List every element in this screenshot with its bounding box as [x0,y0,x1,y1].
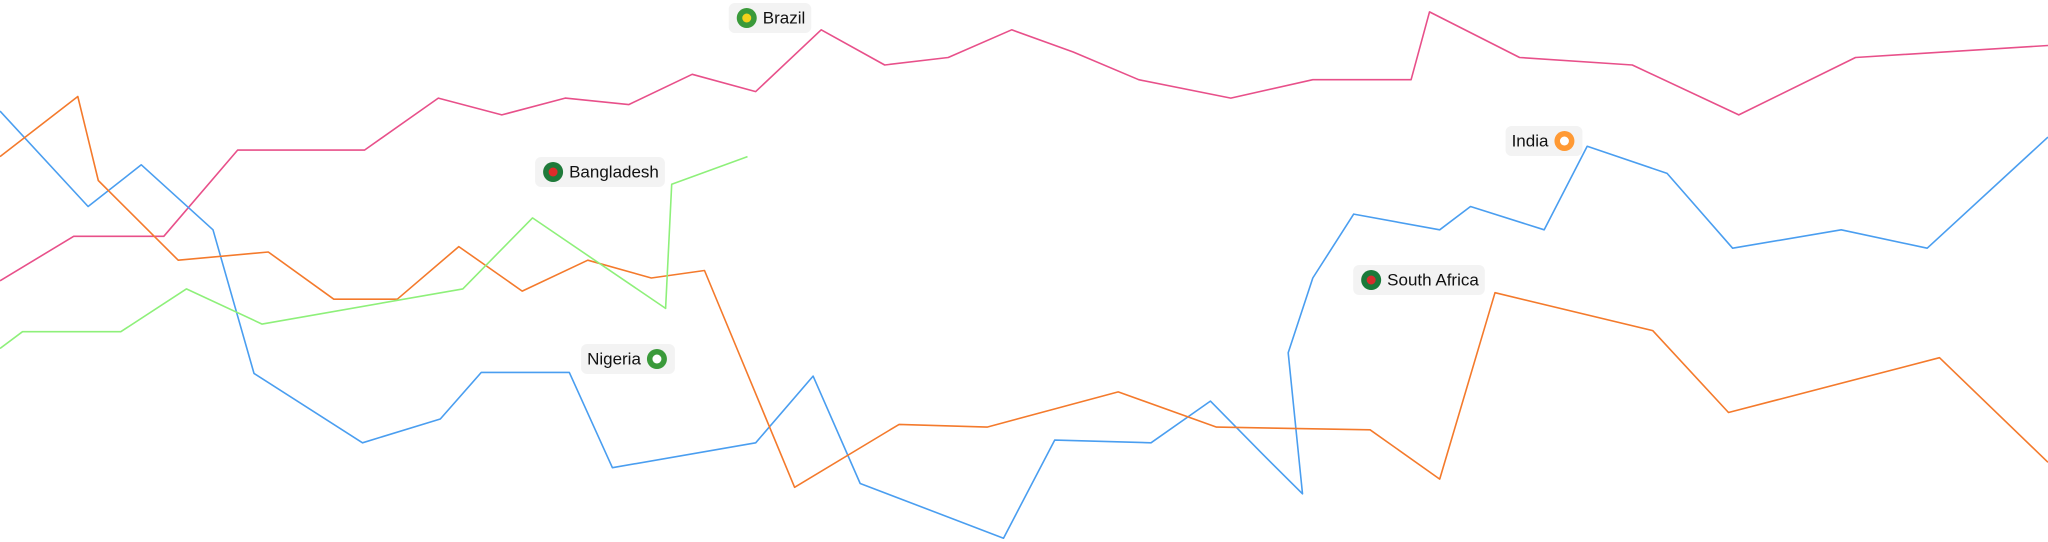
label-text: Brazil [763,8,806,27]
flag-icon-detail [652,354,662,364]
series-line [0,95,2048,489]
flag-icon-detail [548,167,558,177]
label-text: South Africa [1387,270,1479,289]
label-background [535,157,665,187]
label-background [1353,265,1485,295]
country-label: South Africa [1353,265,1485,295]
country-label: India [1505,126,1583,156]
label-text: India [1512,131,1549,150]
label-text: Bangladesh [569,162,659,181]
series-line [0,110,2048,539]
country-label: Bangladesh [535,157,665,187]
flag-icon-detail [1559,136,1569,146]
label-text: Nigeria [587,349,641,368]
country-label: Nigeria [581,344,675,374]
flag-icon-detail [742,13,752,23]
series-line [0,155,748,350]
country-label: Brazil [728,3,812,33]
series-line [0,11,2048,282]
flag-icon-detail [1366,275,1376,285]
